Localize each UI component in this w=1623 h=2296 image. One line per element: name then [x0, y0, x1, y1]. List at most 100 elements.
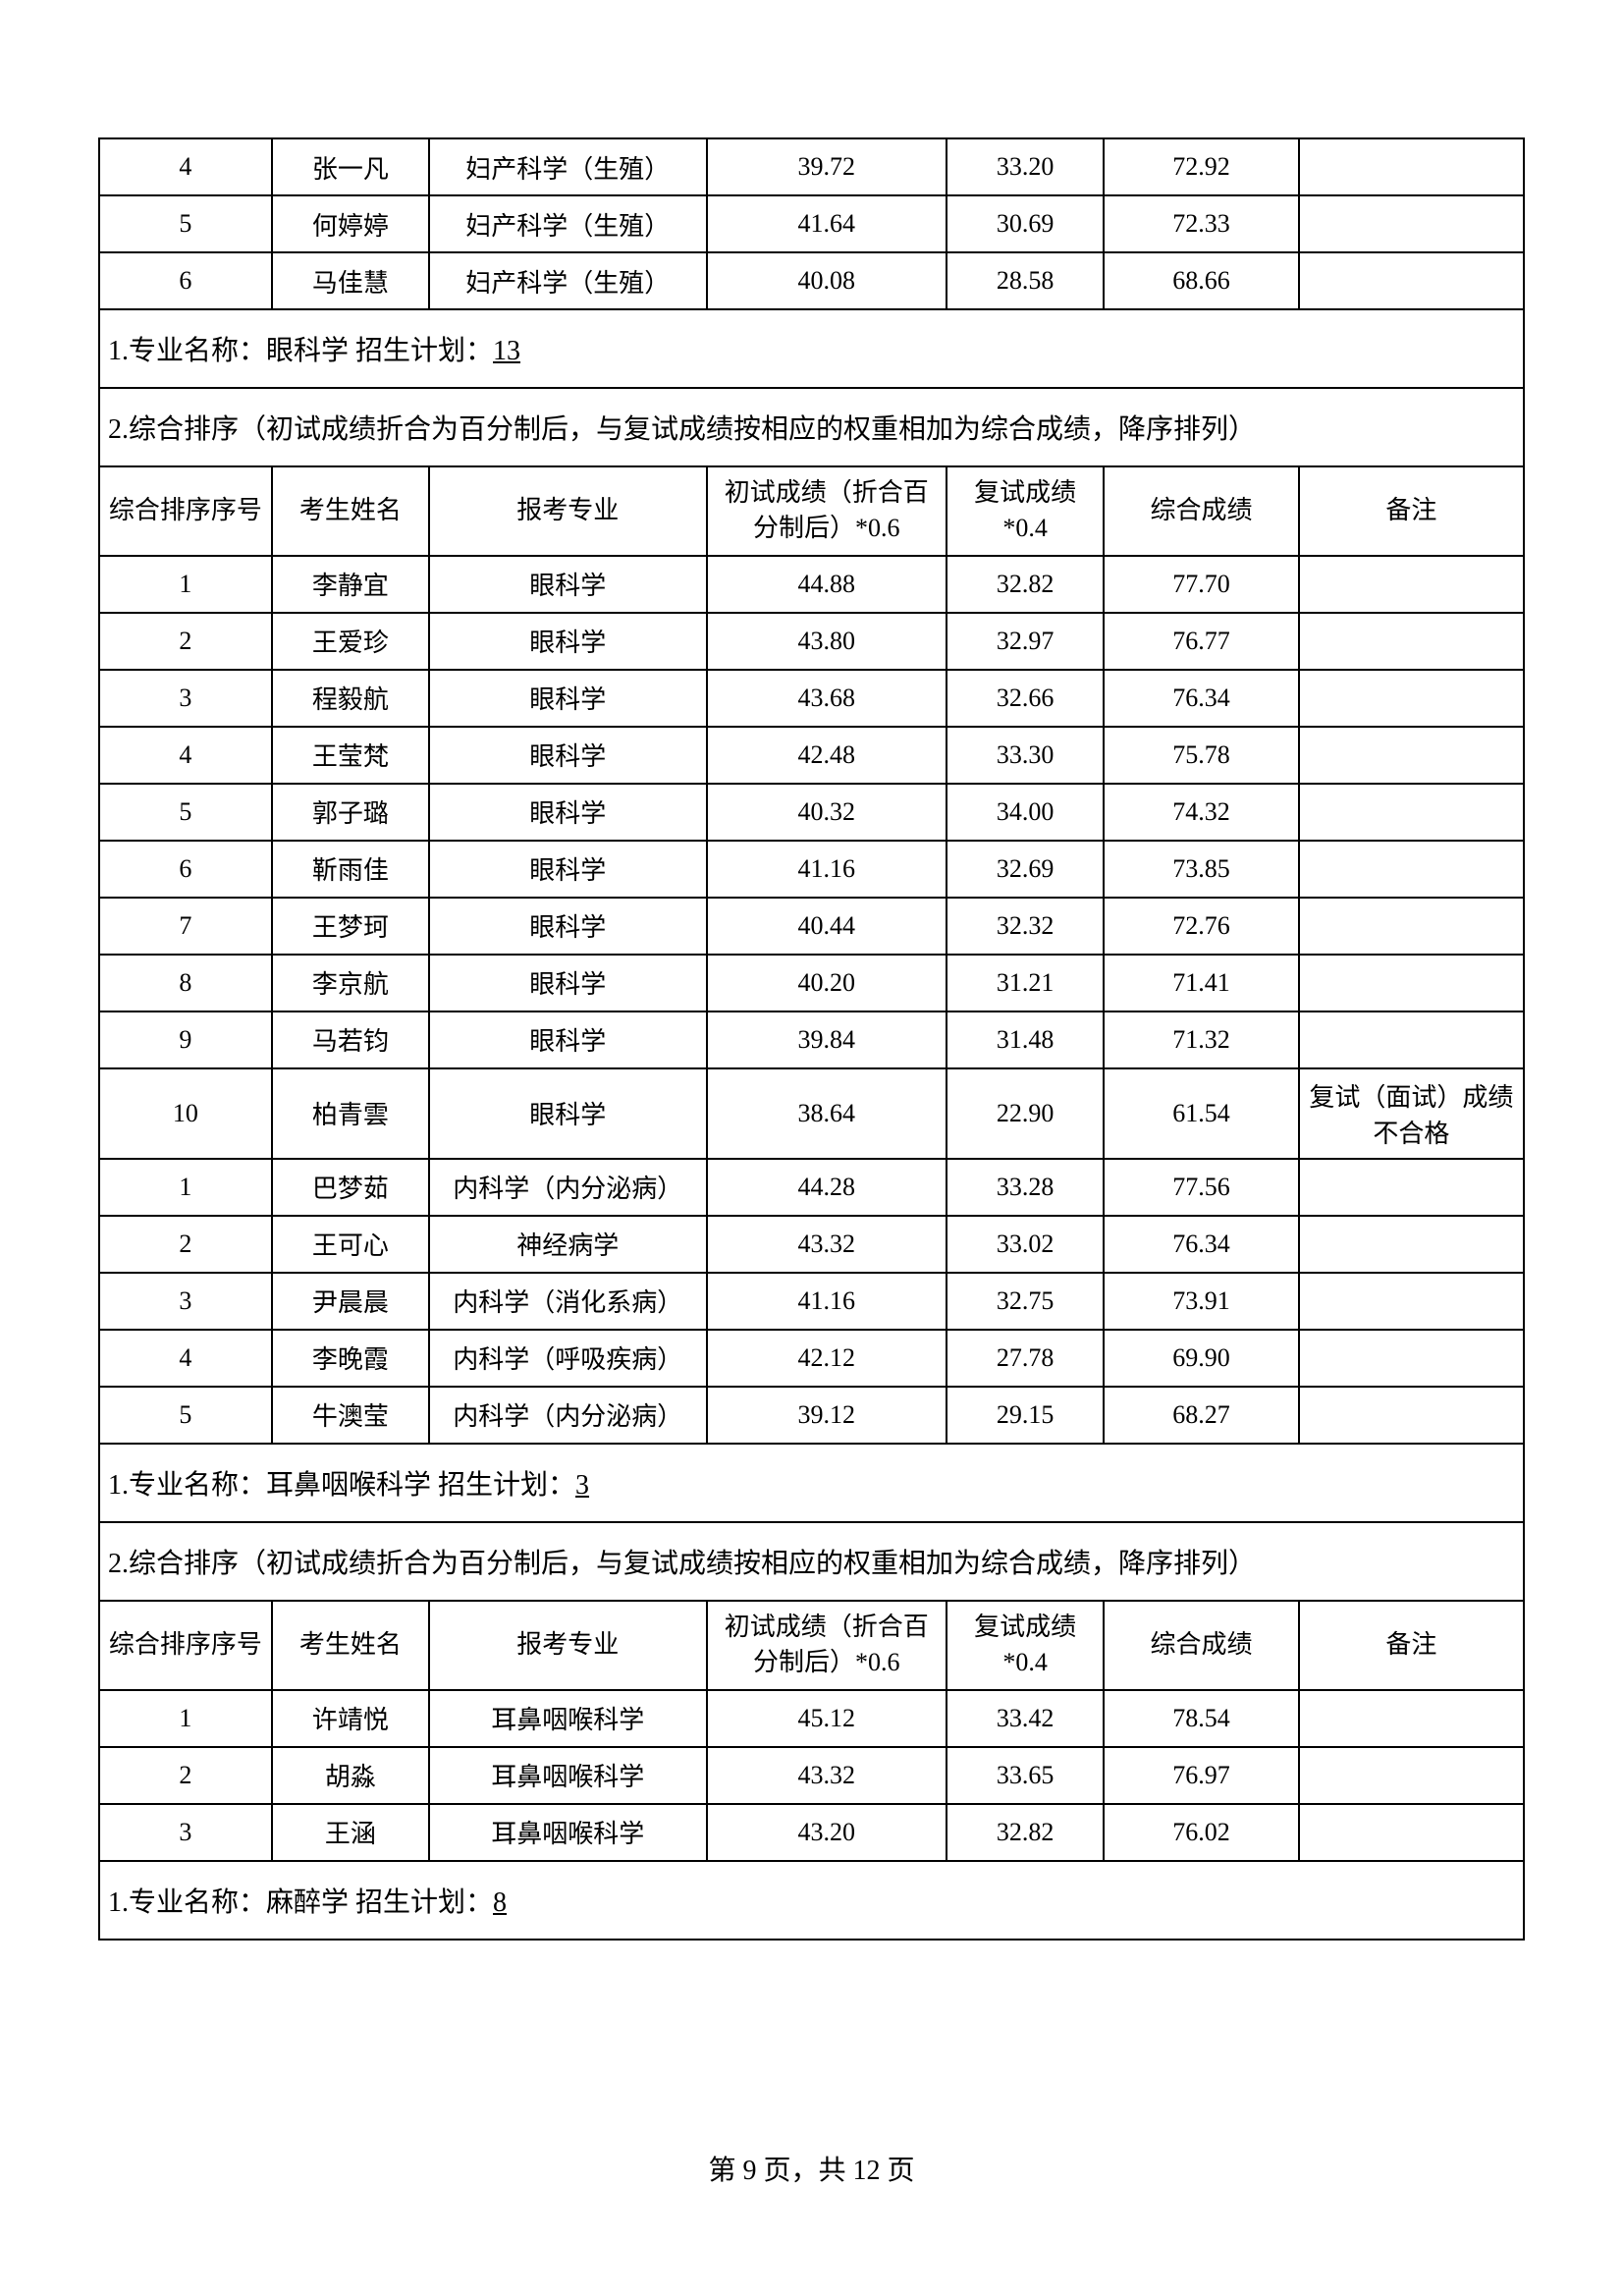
section-header-cell: 1.专业名称：眼科学 招生计划：13 — [99, 309, 1524, 388]
rank-cell: 2 — [99, 613, 272, 670]
total-cell: 76.34 — [1104, 670, 1299, 727]
major-cell: 眼科学 — [429, 613, 707, 670]
note-cell — [1299, 1011, 1524, 1068]
table-row: 6马佳慧妇产科学（生殖）40.0828.5868.66 — [99, 252, 1524, 309]
rank-cell: 5 — [99, 784, 272, 841]
major-cell: 眼科学 — [429, 1011, 707, 1068]
major-cell: 耳鼻咽喉科学 — [429, 1804, 707, 1861]
note-cell — [1299, 556, 1524, 613]
note-cell — [1299, 252, 1524, 309]
score2-cell: 33.42 — [947, 1690, 1104, 1747]
score1-cell: 45.12 — [707, 1690, 947, 1747]
total-cell: 72.33 — [1104, 195, 1299, 252]
major-cell: 眼科学 — [429, 898, 707, 955]
score1-cell: 40.32 — [707, 784, 947, 841]
col-total-header: 综合成绩 — [1104, 1601, 1299, 1690]
name-cell: 王梦珂 — [272, 898, 429, 955]
section-header-row: 1.专业名称：耳鼻咽喉科学 招生计划：3 — [99, 1444, 1524, 1522]
total-cell: 76.02 — [1104, 1804, 1299, 1861]
note-cell — [1299, 841, 1524, 898]
col-note-header: 备注 — [1299, 1601, 1524, 1690]
section-header-cell: 1.专业名称：耳鼻咽喉科学 招生计划：3 — [99, 1444, 1524, 1522]
page-content: 4张一凡妇产科学（生殖）39.7233.2072.925何婷婷妇产科学（生殖）4… — [98, 137, 1525, 1941]
total-cell: 73.85 — [1104, 841, 1299, 898]
major-cell: 内科学（内分泌病） — [429, 1387, 707, 1444]
rank-cell: 3 — [99, 1273, 272, 1330]
name-cell: 程毅航 — [272, 670, 429, 727]
score2-cell: 33.20 — [947, 138, 1104, 195]
score1-cell: 43.32 — [707, 1216, 947, 1273]
note-cell — [1299, 898, 1524, 955]
total-cell: 71.41 — [1104, 955, 1299, 1011]
note-cell — [1299, 1330, 1524, 1387]
total-cell: 61.54 — [1104, 1068, 1299, 1159]
major-cell: 内科学（消化系病） — [429, 1273, 707, 1330]
rank-cell: 9 — [99, 1011, 272, 1068]
major-cell: 眼科学 — [429, 784, 707, 841]
score2-cell: 32.32 — [947, 898, 1104, 955]
major-cell: 眼科学 — [429, 841, 707, 898]
rank-cell: 6 — [99, 841, 272, 898]
table-row: 5何婷婷妇产科学（生殖）41.6430.6972.33 — [99, 195, 1524, 252]
table-row: 3程毅航眼科学43.6832.6676.34 — [99, 670, 1524, 727]
score2-cell: 33.28 — [947, 1159, 1104, 1216]
note-cell — [1299, 1690, 1524, 1747]
rank-cell: 4 — [99, 138, 272, 195]
total-cell: 77.56 — [1104, 1159, 1299, 1216]
score1-cell: 41.64 — [707, 195, 947, 252]
score2-cell: 32.69 — [947, 841, 1104, 898]
note-cell — [1299, 1747, 1524, 1804]
major-cell: 眼科学 — [429, 955, 707, 1011]
major-cell: 眼科学 — [429, 670, 707, 727]
col-score2-header: 复试成绩*0.4 — [947, 1601, 1104, 1690]
score1-cell: 43.68 — [707, 670, 947, 727]
table-row: 8李京航眼科学40.2031.2171.41 — [99, 955, 1524, 1011]
total-cell: 77.70 — [1104, 556, 1299, 613]
total-cell: 75.78 — [1104, 727, 1299, 784]
rank-cell: 1 — [99, 1159, 272, 1216]
score2-cell: 32.66 — [947, 670, 1104, 727]
score2-cell: 34.00 — [947, 784, 1104, 841]
score1-cell: 44.28 — [707, 1159, 947, 1216]
table-row: 2王可心神经病学43.3233.0276.34 — [99, 1216, 1524, 1273]
table-row: 4王莹梵眼科学42.4833.3075.78 — [99, 727, 1524, 784]
col-major-header: 报考专业 — [429, 1601, 707, 1690]
table-row: 10柏青雲眼科学38.6422.9061.54复试（面试）成绩不合格 — [99, 1068, 1524, 1159]
section-header-cell: 1.专业名称：麻醉学 招生计划：8 — [99, 1861, 1524, 1940]
column-header-row: 综合排序序号考生姓名报考专业初试成绩（折合百分制后）*0.6复试成绩*0.4综合… — [99, 1601, 1524, 1690]
rank-cell: 2 — [99, 1747, 272, 1804]
note-cell — [1299, 138, 1524, 195]
score1-cell: 41.16 — [707, 1273, 947, 1330]
note-cell — [1299, 195, 1524, 252]
major-cell: 内科学（内分泌病） — [429, 1159, 707, 1216]
score1-cell: 42.12 — [707, 1330, 947, 1387]
note-cell — [1299, 1216, 1524, 1273]
score2-cell: 30.69 — [947, 195, 1104, 252]
rank-cell: 3 — [99, 670, 272, 727]
score2-cell: 32.97 — [947, 613, 1104, 670]
table-row: 7王梦珂眼科学40.4432.3272.76 — [99, 898, 1524, 955]
col-note-header: 备注 — [1299, 466, 1524, 556]
note-cell — [1299, 1804, 1524, 1861]
column-header-row: 综合排序序号考生姓名报考专业初试成绩（折合百分制后）*0.6复试成绩*0.4综合… — [99, 466, 1524, 556]
ranking-note-row: 2.综合排序（初试成绩折合为百分制后，与复试成绩按相应的权重相加为综合成绩，降序… — [99, 1522, 1524, 1601]
score1-cell: 42.48 — [707, 727, 947, 784]
rank-cell: 6 — [99, 252, 272, 309]
total-cell: 76.34 — [1104, 1216, 1299, 1273]
rank-cell: 10 — [99, 1068, 272, 1159]
table-row: 9马若钧眼科学39.8431.4871.32 — [99, 1011, 1524, 1068]
note-cell — [1299, 1159, 1524, 1216]
name-cell: 王可心 — [272, 1216, 429, 1273]
score2-cell: 28.58 — [947, 252, 1104, 309]
score2-cell: 31.48 — [947, 1011, 1104, 1068]
major-cell: 眼科学 — [429, 727, 707, 784]
total-cell: 73.91 — [1104, 1273, 1299, 1330]
score2-cell: 22.90 — [947, 1068, 1104, 1159]
table-row: 3尹晨晨内科学（消化系病）41.1632.7573.91 — [99, 1273, 1524, 1330]
total-cell: 72.76 — [1104, 898, 1299, 955]
name-cell: 靳雨佳 — [272, 841, 429, 898]
name-cell: 牛澳莹 — [272, 1387, 429, 1444]
note-cell — [1299, 1387, 1524, 1444]
score1-cell: 39.84 — [707, 1011, 947, 1068]
major-cell: 妇产科学（生殖） — [429, 195, 707, 252]
